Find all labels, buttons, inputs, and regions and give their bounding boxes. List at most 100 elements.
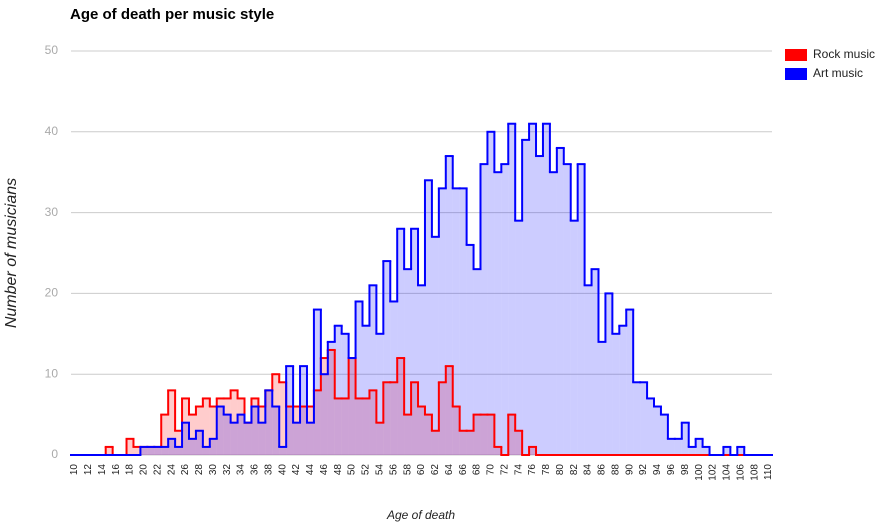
legend-label: Rock music [813,47,875,61]
step-fill [591,269,599,455]
step-fill [216,398,224,455]
step-fill [480,164,488,455]
step-fill [542,123,550,455]
step-fill [362,398,370,455]
step-fill [654,406,661,455]
step-fill [376,422,384,455]
x-tick-label: 10 [69,464,80,476]
x-tick-label: 42 [291,464,302,476]
step-fill [369,285,377,455]
x-tick-label: 60 [416,464,427,476]
step-fill [348,358,356,455]
y-tick-label: 20 [45,286,59,300]
step-fill [390,382,398,455]
step-fill [334,398,342,455]
x-axis-title: Age of death [386,508,455,522]
x-tick-label: 72 [499,464,510,476]
x-tick-label: 62 [430,464,441,476]
step-fill [216,406,224,455]
step-fill [515,430,523,455]
step-fill [452,188,460,456]
step-fill [140,446,148,455]
step-fill [529,446,537,455]
step-fill [293,406,301,455]
step-fill [300,366,307,455]
step-fill [161,414,169,455]
step-fill [466,244,474,455]
x-tick-label: 66 [458,464,469,476]
y-tick-label: 30 [45,205,59,219]
step-fill [313,390,321,455]
x-tick-label: 52 [361,464,372,476]
x-tick-label: 18 [125,464,136,476]
x-tick-label: 86 [597,464,608,476]
x-tick-label: 54 [374,464,385,476]
x-tick-label: 88 [610,464,621,476]
step-fill [438,188,446,456]
x-tick-label: 100 [694,464,705,481]
x-tick-label: 110 [763,464,774,480]
x-tick-label: 92 [638,464,649,476]
step-fill [355,301,363,455]
x-tick-label: 36 [250,464,261,476]
step-fill [237,398,245,455]
step-fill [188,414,196,455]
step-fill [702,446,710,455]
step-fill [182,398,189,455]
step-fill [209,406,217,455]
step-fill [272,406,280,455]
step-fill [286,406,294,455]
legend-label: Art music [813,66,863,80]
x-tick-label: 34 [236,464,247,476]
step-fill [265,390,273,455]
step-fill [508,123,516,455]
step-fill [230,422,238,455]
x-tick-label: 22 [152,464,163,476]
x-tick-label: 80 [555,464,566,476]
x-tick-label: 104 [722,464,733,481]
x-tick-label: 30 [208,464,219,476]
x-tick-label: 28 [194,464,205,476]
step-fill [383,382,391,455]
step-fill [487,131,495,456]
step-fill [348,358,356,455]
x-tick-label: 84 [583,464,594,476]
x-tick-label: 78 [541,464,552,476]
step-fill [286,366,294,455]
step-fill [418,285,425,455]
step-fill [522,139,530,455]
legend-swatch [785,68,807,80]
step-fill [411,228,419,455]
chart-title: Age of death per music style [70,6,274,23]
step-fill [279,446,287,455]
step-fill [272,374,280,455]
step-fill [494,172,502,455]
x-tick-label: 14 [97,464,108,476]
step-fill [445,366,453,455]
step-fill [723,446,731,455]
step-fill [445,156,453,456]
step-fill [244,422,252,455]
step-fill [556,147,564,455]
x-tick-label: 82 [569,464,580,476]
step-fill [175,446,183,455]
x-tick-label: 74 [513,464,524,476]
x-tick-label: 46 [319,464,330,476]
step-fill [584,285,592,455]
step-fill [667,438,675,455]
x-tick-label: 108 [749,464,760,481]
step-fill [251,398,259,455]
step-fill [404,414,412,455]
x-tick-label: 50 [347,464,358,476]
step-fill [515,220,523,455]
step-fill [320,358,328,455]
y-tick-label: 10 [45,366,59,380]
step-fill [279,382,287,455]
step-fill [147,446,155,455]
step-fill [300,406,307,455]
step-fill [168,390,176,455]
step-fill [549,172,557,455]
step-fill [494,446,502,455]
step-fill [397,358,405,455]
step-fill [293,422,301,455]
